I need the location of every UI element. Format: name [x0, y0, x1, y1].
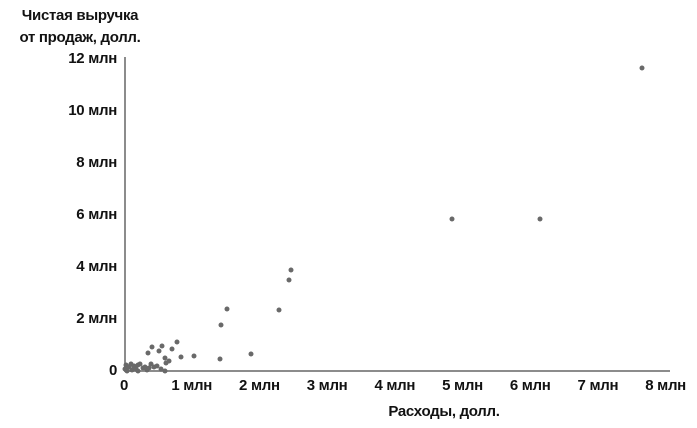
data-point — [162, 355, 168, 361]
data-point — [158, 366, 164, 372]
data-point — [124, 368, 130, 374]
data-point — [129, 367, 135, 373]
data-point — [135, 362, 141, 368]
x-axis-line — [124, 370, 670, 372]
y-tick-label: 4 млн — [76, 258, 117, 275]
data-point — [142, 364, 148, 370]
data-point — [151, 364, 157, 370]
y-tick-label: 0 — [108, 362, 117, 379]
data-point — [191, 353, 197, 359]
data-point — [537, 216, 543, 222]
data-point — [166, 358, 172, 364]
data-point — [248, 351, 254, 357]
data-point — [154, 363, 160, 369]
x-tick-label: 0 — [119, 377, 129, 394]
data-point — [224, 306, 230, 312]
y-axis-title-line1: Чистая выручка — [21, 7, 139, 24]
data-point — [131, 363, 137, 369]
data-point — [288, 267, 294, 273]
data-point — [133, 366, 138, 372]
data-point — [162, 368, 168, 374]
x-tick-label: 3 млн — [306, 377, 348, 394]
data-point — [449, 216, 455, 222]
data-point — [145, 350, 151, 356]
y-axis-line — [124, 57, 126, 372]
y-tick-label: 8 млн — [76, 154, 117, 171]
x-tick-label: 4 млн — [374, 377, 416, 394]
data-point — [276, 307, 282, 313]
y-axis-title-line2: от продаж, долл. — [19, 29, 141, 46]
data-point — [146, 365, 152, 371]
data-point — [128, 361, 134, 367]
x-tick-label: 5 млн — [442, 377, 483, 394]
data-point — [169, 346, 175, 352]
data-point — [639, 65, 645, 71]
data-point — [123, 362, 129, 368]
data-point — [163, 360, 169, 366]
data-point — [217, 356, 223, 362]
y-tick-label: 12 млн — [68, 50, 117, 67]
data-point — [126, 364, 132, 370]
data-point — [156, 348, 162, 354]
data-point — [159, 343, 165, 349]
x-axis-title: Расходы, долл. — [388, 403, 500, 420]
data-point — [149, 344, 155, 350]
data-point — [178, 354, 184, 360]
data-point — [135, 368, 141, 374]
x-tick-label: 8 млн — [645, 377, 686, 394]
data-point — [218, 322, 224, 328]
data-point — [286, 277, 292, 283]
y-tick-label: 2 млн — [76, 310, 117, 327]
x-tick-label: 1 млн — [171, 377, 213, 394]
y-axis-title: Чистая выручка от продаж, долл. — [8, 5, 152, 49]
x-tick-label: 2 млн — [239, 377, 280, 394]
y-tick-label: 6 млн — [76, 206, 117, 223]
y-tick-label: 10 млн — [68, 102, 117, 119]
data-point — [148, 361, 154, 367]
x-tick-label: 7 млн — [577, 377, 619, 394]
x-tick-label: 6 млн — [509, 377, 551, 394]
data-point — [137, 361, 143, 367]
data-point — [174, 339, 180, 345]
